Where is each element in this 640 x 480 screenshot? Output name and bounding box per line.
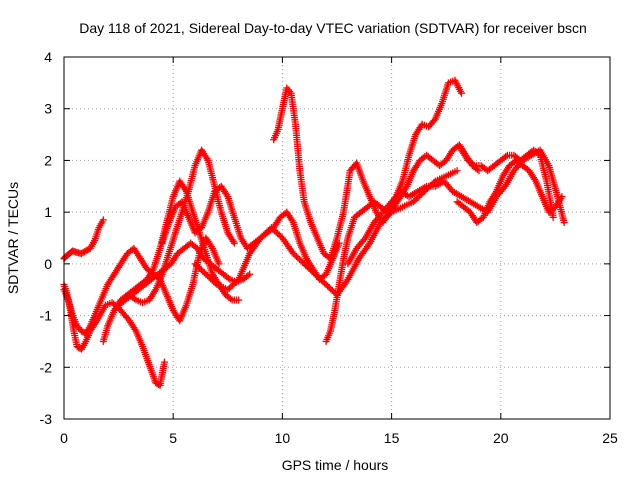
data-point xyxy=(160,358,168,366)
series-arc-b xyxy=(60,281,168,389)
data-point xyxy=(549,213,557,221)
series-arc-a xyxy=(60,216,107,263)
y-tick-label: -2 xyxy=(40,359,53,375)
series-arc-k xyxy=(344,146,568,268)
data-point xyxy=(211,279,219,287)
data-point xyxy=(246,270,254,278)
data-point xyxy=(227,295,235,303)
data-point xyxy=(230,239,238,247)
series-arc-f xyxy=(115,239,254,309)
x-tick-label: 5 xyxy=(169,430,177,446)
series-arc-h xyxy=(191,167,461,299)
data-point xyxy=(560,218,568,226)
data-point xyxy=(558,193,566,201)
y-tick-label: -1 xyxy=(40,308,53,324)
chart-title: Day 118 of 2021, Sidereal Day-to-day VTE… xyxy=(79,20,587,36)
x-tick-label: 25 xyxy=(602,430,618,446)
y-axis-label: SDTVAR / TECUs xyxy=(5,182,21,294)
data-point xyxy=(235,296,243,304)
data-point xyxy=(99,216,107,224)
series-arc-m xyxy=(457,146,557,221)
data-point xyxy=(453,167,461,175)
data-point xyxy=(215,260,223,268)
series-arc-i xyxy=(270,76,465,263)
x-axis-label: GPS time / hours xyxy=(282,457,389,473)
x-tick-label: 20 xyxy=(493,430,509,446)
y-tick-label: 3 xyxy=(44,101,52,117)
y-tick-label: -3 xyxy=(40,411,53,427)
x-tick-label: 10 xyxy=(275,430,291,446)
y-tick-label: 0 xyxy=(44,256,52,272)
data-point xyxy=(244,271,252,279)
plot-frame xyxy=(63,56,611,420)
data-point xyxy=(224,274,232,282)
series-arc-g xyxy=(158,182,343,283)
data-point xyxy=(457,89,465,97)
data-point xyxy=(502,153,510,161)
y-tick-label: 4 xyxy=(44,49,52,65)
y-tick-label: 1 xyxy=(44,204,52,220)
data-point xyxy=(469,160,477,168)
series-arc-e xyxy=(126,146,238,307)
axes: 0 5 10 15 20 25 -3 -2 -1 0 1 2 3 4 xyxy=(40,49,618,446)
data-points xyxy=(60,76,568,389)
x-tick-label: 15 xyxy=(384,430,400,446)
x-tick-label: 0 xyxy=(60,430,68,446)
data-point xyxy=(130,295,138,303)
y-tick-label: 2 xyxy=(44,152,52,168)
